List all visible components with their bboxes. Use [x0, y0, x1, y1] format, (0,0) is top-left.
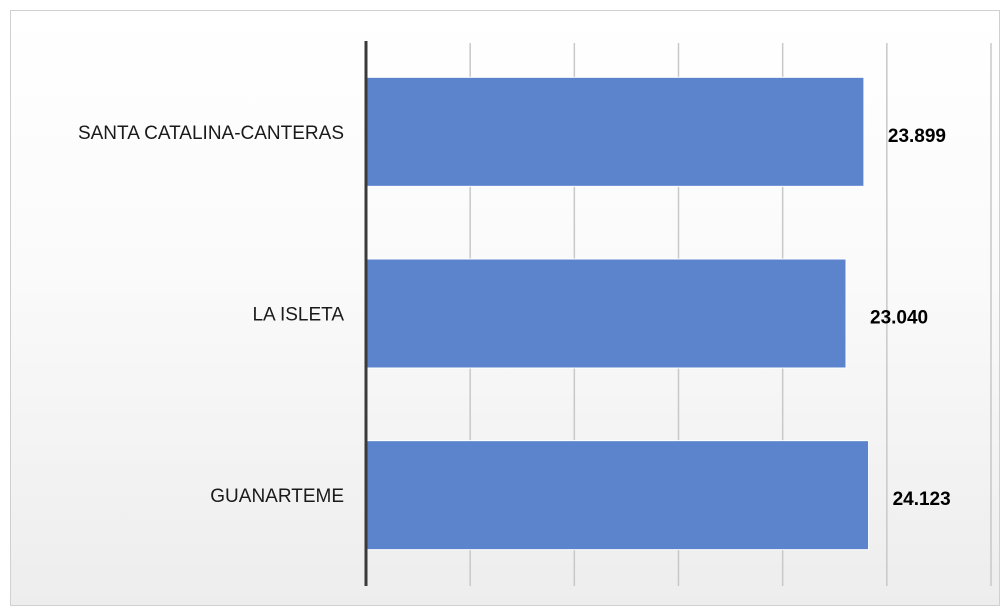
bar-chart: SANTA CATALINA-CANTERAS 23.899 LA ISLETA 23…	[78, 41, 992, 586]
chart-frame: SANTA CATALINA-CANTERAS 23.899 LA ISLETA 23…	[10, 10, 1000, 606]
bar-layer	[366, 76, 870, 551]
category-label-2: LA ISLETA	[252, 305, 344, 326]
category-label-3: GUANARTEME	[210, 486, 344, 507]
bar-1	[366, 76, 865, 187]
value-label-2: 23.040	[870, 308, 928, 329]
bar-2	[366, 258, 847, 369]
category-label-1: SANTA CATALINA-CANTERAS	[78, 123, 344, 144]
value-label-3: 24.123	[893, 489, 951, 510]
value-label-1: 23.899	[888, 126, 946, 147]
bar-3	[366, 440, 870, 551]
label-layer: SANTA CATALINA-CANTERAS 23.899 LA ISLETA 23…	[78, 123, 951, 510]
